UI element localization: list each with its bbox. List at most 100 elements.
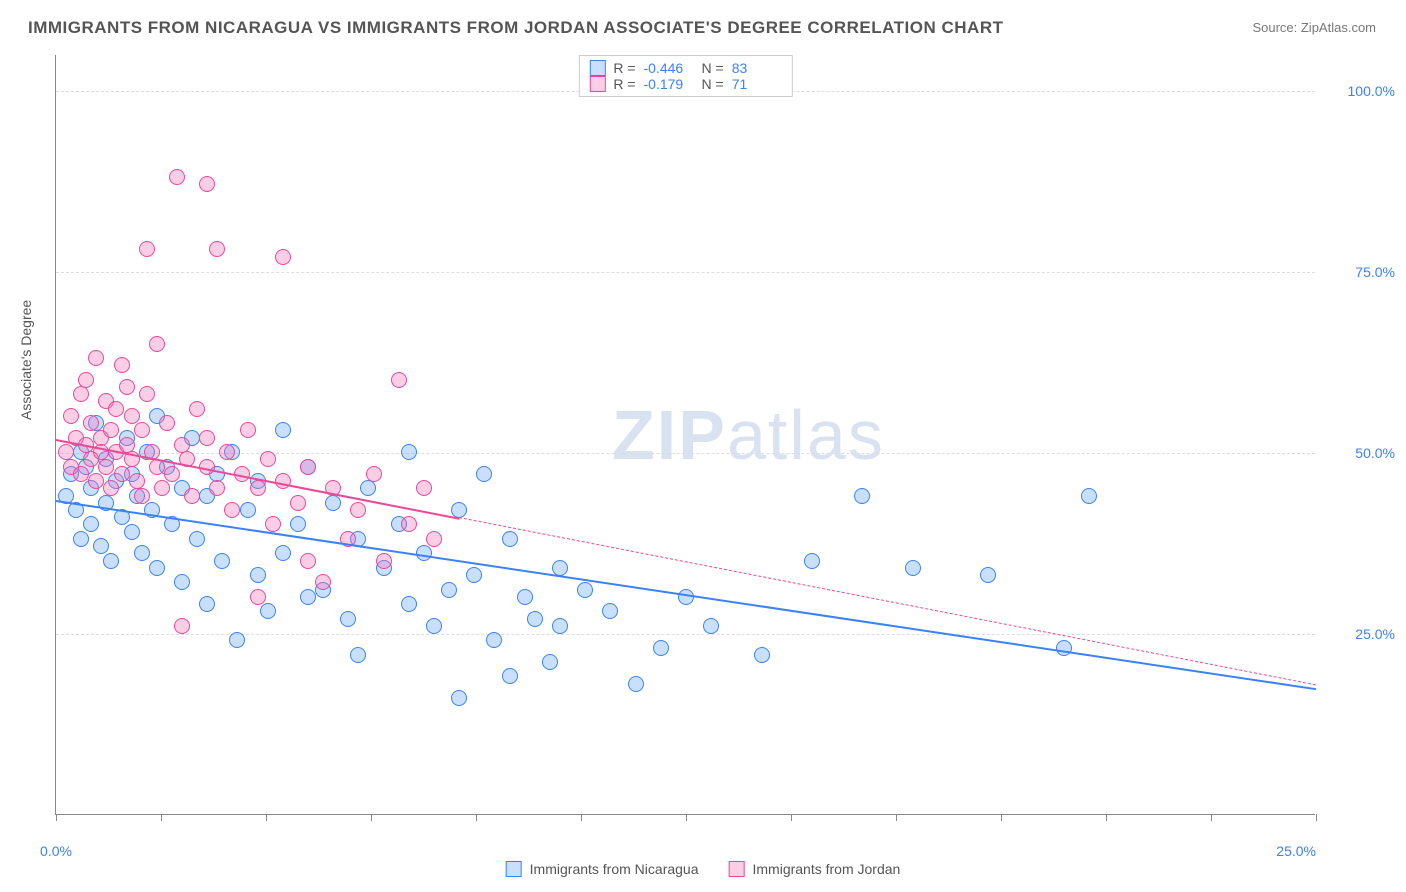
scatter-point <box>451 690 467 706</box>
scatter-point <box>260 451 276 467</box>
scatter-point <box>149 560 165 576</box>
scatter-point <box>250 567 266 583</box>
x-tick-mark <box>476 814 477 821</box>
scatter-point <box>290 516 306 532</box>
series-swatch <box>589 60 605 76</box>
stat-r-value: -0.446 <box>644 60 694 76</box>
scatter-point <box>376 553 392 569</box>
scatter-point <box>401 516 417 532</box>
x-tick-mark <box>266 814 267 821</box>
scatter-point <box>441 582 457 598</box>
series-swatch <box>589 76 605 92</box>
scatter-point <box>980 567 996 583</box>
trend-line <box>56 500 1316 690</box>
stat-r-label: R = <box>613 60 635 76</box>
scatter-point <box>350 502 366 518</box>
scatter-point <box>174 574 190 590</box>
scatter-point <box>905 560 921 576</box>
scatter-point <box>517 589 533 605</box>
scatter-point <box>108 401 124 417</box>
stat-n-value: 71 <box>732 76 782 92</box>
scatter-point <box>325 495 341 511</box>
x-tick-mark <box>791 814 792 821</box>
scatter-point <box>628 676 644 692</box>
scatter-point <box>290 495 306 511</box>
scatter-point <box>275 545 291 561</box>
scatter-point <box>401 596 417 612</box>
scatter-point <box>653 640 669 656</box>
x-tick-label: 25.0% <box>1276 843 1316 859</box>
legend-swatch <box>506 861 522 877</box>
x-tick-mark <box>1211 814 1212 821</box>
stats-row: R =-0.179N =71 <box>589 76 781 92</box>
scatter-point <box>300 553 316 569</box>
y-axis-label: Associate's Degree <box>18 300 34 420</box>
scatter-point <box>350 647 366 663</box>
scatter-point <box>199 596 215 612</box>
scatter-point <box>451 502 467 518</box>
scatter-point <box>754 647 770 663</box>
scatter-point <box>88 350 104 366</box>
watermark: ZIPatlas <box>612 395 885 475</box>
gridline <box>56 634 1315 635</box>
scatter-point <box>391 372 407 388</box>
stat-n-label: N = <box>702 60 724 76</box>
scatter-point <box>184 488 200 504</box>
scatter-point <box>83 516 99 532</box>
scatter-point <box>250 589 266 605</box>
scatter-point <box>552 618 568 634</box>
watermark-rest: atlas <box>727 396 885 474</box>
scatter-point <box>164 466 180 482</box>
scatter-point <box>103 422 119 438</box>
scatter-point <box>224 502 240 518</box>
scatter-point <box>502 668 518 684</box>
scatter-point <box>174 618 190 634</box>
y-tick-label: 50.0% <box>1325 445 1395 461</box>
scatter-point <box>240 502 256 518</box>
scatter-point <box>154 480 170 496</box>
scatter-point <box>219 444 235 460</box>
scatter-point <box>119 379 135 395</box>
scatter-point <box>139 241 155 257</box>
scatter-point <box>466 567 482 583</box>
legend-label: Immigrants from Nicaragua <box>530 861 699 877</box>
x-tick-label: 0.0% <box>40 843 72 859</box>
scatter-point <box>854 488 870 504</box>
scatter-point <box>426 531 442 547</box>
gridline <box>56 272 1315 273</box>
scatter-point <box>240 422 256 438</box>
scatter-point <box>124 408 140 424</box>
y-tick-label: 100.0% <box>1325 83 1395 99</box>
scatter-point <box>134 422 150 438</box>
source-label: Source: ZipAtlas.com <box>1252 20 1376 35</box>
y-tick-label: 25.0% <box>1325 626 1395 642</box>
scatter-point <box>315 574 331 590</box>
x-tick-mark <box>1106 814 1107 821</box>
scatter-point <box>103 553 119 569</box>
scatter-point <box>149 336 165 352</box>
stat-n-value: 83 <box>732 60 782 76</box>
x-tick-mark <box>371 814 372 821</box>
scatter-point <box>134 545 150 561</box>
scatter-point <box>577 582 593 598</box>
legend-label: Immigrants from Jordan <box>753 861 901 877</box>
scatter-point <box>78 372 94 388</box>
gridline <box>56 453 1315 454</box>
scatter-point <box>366 466 382 482</box>
legend-item: Immigrants from Jordan <box>729 861 901 877</box>
x-tick-mark <box>56 814 57 821</box>
scatter-point <box>340 611 356 627</box>
scatter-point <box>527 611 543 627</box>
watermark-bold: ZIP <box>612 396 727 474</box>
scatter-point <box>486 632 502 648</box>
scatter-point <box>209 241 225 257</box>
scatter-point <box>275 473 291 489</box>
stats-legend-box: R = -0.446 N = 83R =-0.179N =71 <box>578 55 792 97</box>
scatter-point <box>602 603 618 619</box>
scatter-point <box>542 654 558 670</box>
x-tick-mark <box>686 814 687 821</box>
trend-line-dashed <box>459 517 1316 685</box>
scatter-point <box>502 531 518 547</box>
scatter-point <box>169 169 185 185</box>
scatter-point <box>250 480 266 496</box>
